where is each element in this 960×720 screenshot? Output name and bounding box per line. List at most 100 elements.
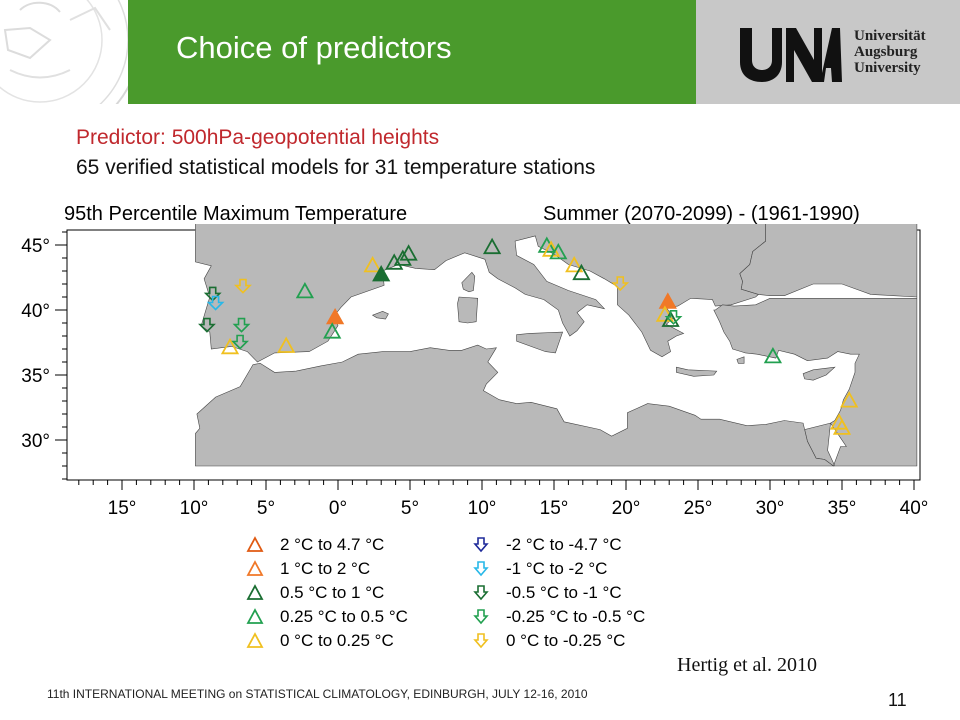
map-period: Summer (2070-2099) - (1961-1990) (543, 203, 860, 225)
legend-arrow-icon (473, 633, 489, 649)
land-areas (195, 224, 918, 467)
legend-label: 1 °C to 2 °C (280, 559, 371, 578)
station-marker-up (565, 255, 584, 273)
legend-triangle-icon (246, 632, 264, 648)
station-marker-up (277, 336, 296, 353)
lat-tick-label: 40° (21, 301, 50, 322)
station-marker-down (611, 276, 630, 292)
legend-label: 2 °C to 4.7 °C (280, 535, 385, 554)
legend-label: 0 °C to -0.25 °C (506, 631, 626, 650)
logo-line-1: Universität (854, 28, 926, 44)
legend: 2 °C to 4.7 °C 1 °C to 2 °C 0.5 °C to 1 °C… (240, 534, 720, 660)
legend-label: 0.25 °C to 0.5 °C (280, 607, 408, 626)
legend-label: -0.5 °C to -1 °C (506, 583, 622, 602)
legend-triangle-icon (246, 584, 264, 600)
lon-tick-label: 30° (756, 498, 785, 519)
lon-tick-label: 20° (612, 498, 641, 519)
lon-tick-label: 25° (684, 498, 713, 519)
lon-tick-label: 5° (257, 498, 275, 519)
station-marker-up (661, 310, 680, 327)
station-marker-down (232, 317, 251, 333)
station-marker-down (198, 317, 216, 333)
legend-arrow-icon (473, 561, 489, 577)
lat-tick-label: 35° (21, 366, 50, 387)
legend-arrow-icon (473, 609, 489, 625)
station-marker-up (541, 240, 561, 257)
station-marker-up (363, 255, 382, 273)
station-marker-up (840, 391, 859, 408)
station-marker-up (372, 265, 391, 282)
legend-item: -0.25 °C to -0.5 °C (472, 606, 645, 628)
station-marker-up (385, 253, 404, 270)
station-marker-down (231, 334, 250, 350)
station-marker-up (393, 249, 412, 266)
stations-layer (198, 236, 859, 435)
page-number: 11 (888, 690, 907, 710)
station-marker-down (234, 278, 252, 294)
footer-text: 11th INTERNATIONAL MEETING on STATISTICA… (47, 687, 588, 701)
station-marker-up (482, 237, 502, 255)
legend-item: 1 °C to 2 °C (246, 558, 370, 580)
station-marker-up (832, 418, 852, 435)
lon-tick-label: 40° (900, 498, 929, 519)
station-marker-up (549, 242, 568, 260)
lon-tick-label: 5° (401, 498, 419, 519)
legend-item: 0.25 °C to 0.5 °C (246, 606, 408, 628)
map-axes: 15° 10° 5° 0° 5° 10° 15° 20° 25° 30° 35° 40° 45° 40° 3… (21, 231, 929, 519)
land-europe (195, 224, 767, 363)
logo-line-2: Augsburg (854, 44, 918, 60)
land-corsica (461, 271, 476, 293)
slide-title: Choice of predictors (176, 30, 452, 65)
legend-label: -0.25 °C to -0.5 °C (506, 607, 646, 626)
lat-tick-label: 30° (21, 431, 50, 452)
predictor-subtitle: Predictor: 500hPa-geopotential heights (76, 126, 440, 149)
lon-tick-label: 15° (540, 498, 569, 519)
legend-item: 2 °C to 4.7 °C (246, 534, 384, 556)
legend-label: 0.5 °C to 1 °C (280, 583, 385, 602)
land-mallorca (371, 310, 389, 320)
map-title: 95th Percentile Maximum Temperature (64, 203, 408, 225)
land-africa (195, 344, 835, 467)
station-marker-down (206, 295, 225, 311)
legend-item: 0 °C to -0.25 °C (472, 630, 625, 652)
land-cyprus (802, 366, 836, 381)
lat-tick-label: 45° (21, 236, 50, 257)
logo-line-3: University (854, 60, 921, 76)
land-sardinia (457, 296, 479, 324)
lon-tick-label: 35° (828, 498, 857, 519)
legend-triangle-icon (246, 560, 264, 576)
university-seal (0, 0, 128, 104)
models-subtitle: 65 verified statistical models for 31 te… (76, 156, 596, 179)
lon-tick-label: 10° (468, 498, 497, 519)
legend-triangle-icon (246, 536, 264, 552)
station-marker-up (572, 263, 591, 281)
legend-label: -2 °C to -4.7 °C (506, 535, 622, 554)
station-marker-up (323, 322, 342, 339)
logo-band: Universität Augsburg University (696, 0, 960, 104)
logo-wordmark: Universität Augsburg University (854, 28, 926, 76)
title-band: Choice of predictors (128, 0, 696, 104)
station-marker-up (537, 236, 556, 253)
citation: Hertig et al. 2010 (677, 654, 817, 676)
land-crete (676, 366, 718, 377)
lon-tick-label: 10° (180, 498, 209, 519)
land-sicily (516, 331, 564, 354)
legend-label: -1 °C to -2 °C (506, 559, 608, 578)
station-marker-up (399, 244, 418, 261)
lon-tick-label: 15° (108, 498, 137, 519)
mediterranean-map: 15° 10° 5° 0° 5° 10° 15° 20° 25° 30° 35° 40° 45° 40° 3… (21, 224, 929, 519)
lon-tick-label: 0° (329, 498, 347, 519)
legend-item: 0.5 °C to 1 °C (246, 582, 384, 604)
land-rhodes (736, 356, 745, 364)
legend-item: 0 °C to 0.25 °C (246, 630, 394, 652)
station-marker-up (295, 281, 315, 299)
legend-label: 0 °C to 0.25 °C (280, 631, 394, 650)
legend-item: -1 °C to -2 °C (472, 558, 607, 580)
legend-triangle-icon (246, 608, 264, 624)
station-marker-down (664, 310, 683, 325)
legend-item: -0.5 °C to -1 °C (472, 582, 622, 604)
legend-arrow-icon (473, 537, 489, 553)
university-logo-icon (740, 28, 842, 82)
legend-item: -2 °C to -4.7 °C (472, 534, 622, 556)
station-marker-up (220, 337, 240, 355)
